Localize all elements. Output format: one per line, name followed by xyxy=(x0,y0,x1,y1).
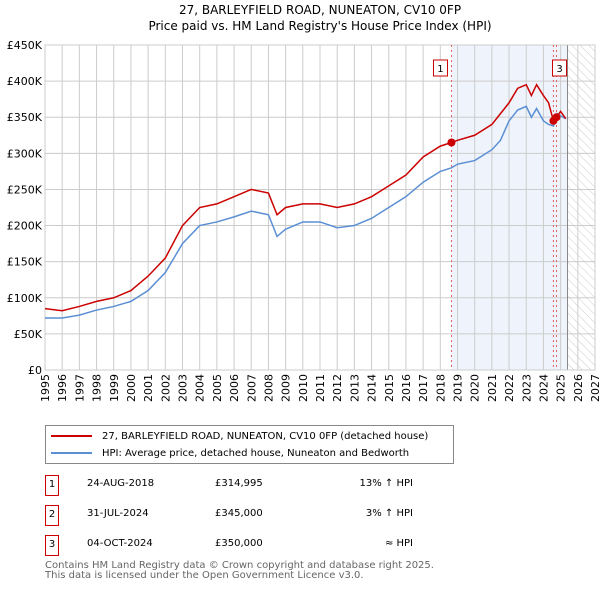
x-tick-label: 2022 xyxy=(503,374,516,402)
y-tick-label: £150K xyxy=(7,256,43,269)
property-price-line xyxy=(44,83,567,312)
sale-date: 24-AUG-2018 xyxy=(87,478,155,489)
sale-point xyxy=(552,113,561,122)
x-tick-label: 2018 xyxy=(434,374,447,402)
sale-label: 1 xyxy=(437,64,443,75)
y-tick-label: £50K xyxy=(14,328,43,341)
x-tick-label: 2017 xyxy=(417,374,430,402)
footer-line-1: Contains HM Land Registry data © Crown c… xyxy=(45,560,434,571)
sale-point xyxy=(447,138,456,147)
legend-label-hpi: HPI: Average price, detached house, Nune… xyxy=(102,447,410,459)
y-tick-label: £400K xyxy=(7,75,43,88)
y-tick-label: £100K xyxy=(7,292,43,305)
x-tick-label: 1999 xyxy=(108,374,121,402)
sale-number: 3 xyxy=(45,535,59,556)
sale-hpi-relation: 3% ↑ HPI xyxy=(365,508,413,519)
y-tick-label: £200K xyxy=(7,220,43,233)
footer: Contains HM Land Registry data © Crown c… xyxy=(45,561,434,581)
x-tick-label: 1995 xyxy=(39,374,52,402)
y-tick-label: £0 xyxy=(28,364,42,377)
x-tick-label: 1997 xyxy=(73,374,86,402)
sale-hpi-relation: ≈ HPI xyxy=(384,538,413,549)
x-tick-label: 2008 xyxy=(262,374,275,402)
x-tick-label: 2012 xyxy=(331,374,344,402)
x-tick-label: 2007 xyxy=(245,374,258,402)
plot-frame xyxy=(44,44,596,371)
x-tick-label: 2004 xyxy=(194,374,207,402)
sale-date: 31-JUL-2024 xyxy=(87,508,149,519)
future-hatch xyxy=(567,45,595,370)
x-tick-label: 2002 xyxy=(159,374,172,402)
x-tick-label: 2009 xyxy=(280,374,293,402)
y-tick-label: £300K xyxy=(7,147,43,160)
x-tick-label: 2010 xyxy=(297,374,310,402)
x-tick-label: 2016 xyxy=(400,374,413,402)
sale-row: 1 24-AUG-2018 £314,995 13% ↑ HPI xyxy=(45,475,445,496)
x-tick-label: 2006 xyxy=(228,374,241,402)
x-tick-label: 1998 xyxy=(91,374,104,402)
x-tick-label: 2020 xyxy=(469,374,482,402)
x-tick-label: 2026 xyxy=(572,374,585,402)
chart-title: 27, BARLEYFIELD ROAD, NUNEATON, CV10 0FP xyxy=(179,3,461,17)
sale-label: 3 xyxy=(556,64,562,75)
x-tick-label: 2005 xyxy=(211,374,224,402)
sale-price: £314,995 xyxy=(215,478,263,489)
x-tick-label: 2014 xyxy=(366,374,379,402)
x-tick-label: 2001 xyxy=(142,374,155,402)
y-tick-label: £350K xyxy=(7,111,43,124)
x-tick-label: 2023 xyxy=(520,374,533,402)
sale-label-box xyxy=(552,59,567,77)
x-tick-label: 2019 xyxy=(452,374,465,402)
x-tick-label: 2024 xyxy=(537,374,550,402)
legend-label-property: 27, BARLEYFIELD ROAD, NUNEATON, CV10 0FP… xyxy=(102,430,429,442)
sale-price: £345,000 xyxy=(215,508,263,519)
sale-number: 2 xyxy=(45,505,59,526)
legend-swatch-property xyxy=(51,435,92,437)
y-tick-label: £450K xyxy=(7,39,43,52)
footer-line-2: This data is licensed under the Open Gov… xyxy=(45,570,364,581)
sale-number: 1 xyxy=(45,475,59,496)
x-tick-label: 2021 xyxy=(486,374,499,402)
sale-row: 3 04-OCT-2024 £350,000 ≈ HPI xyxy=(45,535,445,556)
price-chart: 27, BARLEYFIELD ROAD, NUNEATON, CV10 0FP… xyxy=(7,3,600,402)
x-tick-label: 2025 xyxy=(555,374,568,402)
hpi-line xyxy=(45,105,567,319)
sale-date: 04-OCT-2024 xyxy=(87,538,153,549)
x-tick-label: 2015 xyxy=(383,374,396,402)
x-tick-label: 2000 xyxy=(125,374,138,402)
legend-swatch-hpi xyxy=(51,452,92,454)
legend: 27, BARLEYFIELD ROAD, NUNEATON, CV10 0FP… xyxy=(45,425,454,464)
x-tick-label: 2027 xyxy=(589,374,600,402)
sale-row: 2 31-JUL-2024 £345,000 3% ↑ HPI xyxy=(45,505,445,526)
chart-subtitle: Price paid vs. HM Land Registry's House … xyxy=(148,19,491,33)
x-tick-label: 2003 xyxy=(177,374,190,402)
x-tick-label: 2011 xyxy=(314,374,327,402)
sale-hpi-relation: 13% ↑ HPI xyxy=(359,478,413,489)
x-tick-label: 2013 xyxy=(348,374,361,402)
sale-label-box xyxy=(432,59,448,77)
y-tick-label: £250K xyxy=(7,183,43,196)
sale-price: £350,000 xyxy=(215,538,263,549)
x-tick-label: 1996 xyxy=(56,374,69,402)
